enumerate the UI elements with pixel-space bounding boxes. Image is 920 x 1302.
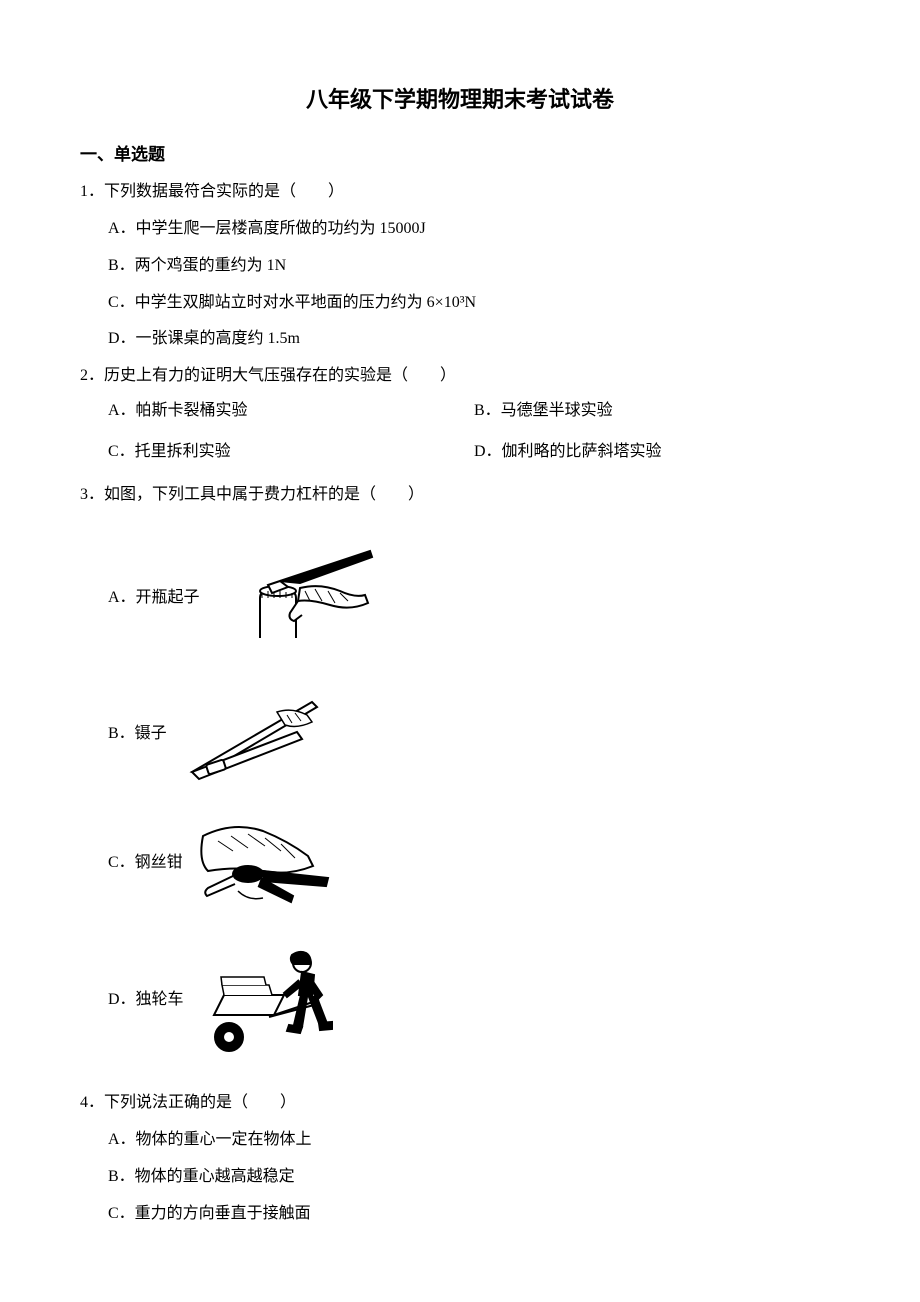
- q4-option-b: B．物体的重心越高越稳定: [108, 1163, 840, 1192]
- q3-stem: 3．如图，下列工具中属于费力杠杆的是（ ）: [80, 481, 840, 510]
- q4-options: A．物体的重心一定在物体上 B．物体的重心越高越稳定 C．重力的方向垂直于接触面: [108, 1126, 840, 1228]
- q1-options: A．中学生爬一层楼高度所做的功约为 15000J B．两个鸡蛋的重约为 1N C…: [108, 215, 840, 354]
- tweezers-icon: [177, 687, 327, 782]
- exam-title: 八年级下学期物理期末考试试卷: [80, 80, 840, 120]
- q3-option-d-label: D．独轮车: [108, 986, 184, 1015]
- q2-option-d: D．伽利略的比萨斜塔实验: [474, 438, 840, 467]
- q3-option-b: B．镊子: [108, 687, 840, 782]
- q1-option-a: A．中学生爬一层楼高度所做的功约为 15000J: [108, 215, 840, 244]
- q3-option-c: C．钢丝钳: [108, 816, 840, 911]
- q4-stem: 4．下列说法正确的是（ ）: [80, 1089, 840, 1118]
- question-4: 4．下列说法正确的是（ ） A．物体的重心一定在物体上 B．物体的重心越高越稳定…: [80, 1089, 840, 1228]
- q2-option-b: B．马德堡半球实验: [474, 397, 840, 426]
- wheelbarrow-icon: [194, 945, 344, 1055]
- q3-option-c-label: C．钢丝钳: [108, 849, 183, 878]
- q3-option-a: A．开瓶起子: [108, 543, 840, 653]
- q4-option-c: C．重力的方向垂直于接触面: [108, 1200, 840, 1229]
- q2-stem: 2．历史上有力的证明大气压强存在的实验是（ ）: [80, 362, 840, 391]
- q2-option-c: C．托里拆利实验: [108, 438, 474, 467]
- q3-option-a-label: A．开瓶起子: [108, 584, 200, 613]
- section-1-header: 一、单选题: [80, 140, 840, 171]
- question-2: 2．历史上有力的证明大气压强存在的实验是（ ） A．帕斯卡裂桶实验 B．马德堡半…: [80, 362, 840, 472]
- q2-option-a: A．帕斯卡裂桶实验: [108, 397, 474, 426]
- question-3: 3．如图，下列工具中属于费力杠杆的是（ ） A．开瓶起子 B．镊子: [80, 481, 840, 1056]
- q3-options: A．开瓶起子 B．镊子: [108, 543, 840, 1055]
- pliers-icon: [193, 816, 343, 911]
- q1-option-c: C．中学生双脚站立时对水平地面的压力约为 6×10³N: [108, 289, 840, 318]
- question-1: 1．下列数据最符合实际的是（ ） A．中学生爬一层楼高度所做的功约为 15000…: [80, 178, 840, 354]
- q1-stem: 1．下列数据最符合实际的是（ ）: [80, 178, 840, 207]
- q2-options: A．帕斯卡裂桶实验 B．马德堡半球实验 C．托里拆利实验 D．伽利略的比萨斜塔实…: [108, 391, 840, 473]
- bottle-opener-icon: [210, 543, 380, 653]
- q1-option-d: D．一张课桌的高度约 1.5m: [108, 325, 840, 354]
- q3-option-d: D．独轮车: [108, 945, 840, 1055]
- q4-option-a: A．物体的重心一定在物体上: [108, 1126, 840, 1155]
- q1-option-b: B．两个鸡蛋的重约为 1N: [108, 252, 840, 281]
- q3-option-b-label: B．镊子: [108, 720, 167, 749]
